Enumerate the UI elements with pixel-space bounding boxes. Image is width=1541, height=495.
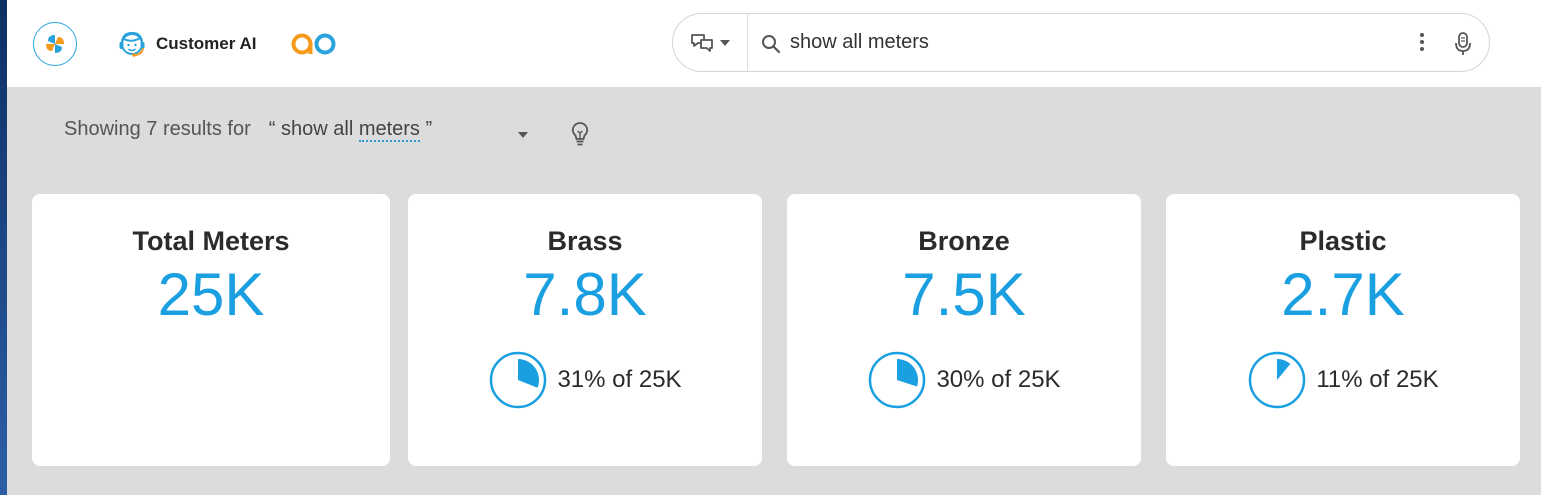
pie-slice [897, 359, 919, 387]
card-title: Brass [547, 226, 623, 256]
open-quote: “ [268, 118, 276, 140]
chevron-down-icon [719, 39, 730, 46]
close-quote: ” [425, 118, 433, 140]
search-bar [672, 13, 1490, 72]
vertical-dots-icon[interactable] [1417, 31, 1427, 53]
pinwheel-logo-icon [46, 35, 64, 53]
search-mode-button[interactable] [673, 14, 748, 71]
share-pie-icon [490, 351, 547, 409]
caret-down-icon[interactable] [517, 131, 529, 139]
card-value: 2.7K [1281, 261, 1405, 328]
pie-slice [518, 359, 540, 388]
microphone-icon[interactable] [1453, 31, 1473, 57]
share-indicator: 30% of 25K [787, 350, 1141, 410]
card-value: 7.8K [523, 261, 647, 328]
brand: Customer AI [115, 27, 256, 61]
support-agent-icon [119, 31, 145, 57]
card-brass[interactable]: Brass 7.8K 31% of 25K [408, 194, 762, 466]
top-bar: Customer AI [7, 0, 1541, 87]
card-bronze[interactable]: Bronze 7.5K 30% of 25K [787, 194, 1141, 466]
lightbulb-icon[interactable] [569, 120, 591, 148]
card-total-meters[interactable]: Total Meters 25K [32, 194, 390, 466]
share-indicator: 31% of 25K [408, 350, 762, 410]
ao-logo [291, 33, 336, 55]
results-count-text: Showing 7 results for [64, 118, 251, 140]
share-text: 11% of 25K [1316, 366, 1439, 393]
app-logo-button[interactable] [33, 22, 77, 66]
query-plain-text: show all [281, 118, 359, 140]
magnifier-icon [762, 35, 781, 54]
share-text: 31% of 25K [557, 366, 682, 393]
card-title: Total Meters [132, 226, 290, 256]
card-title: Plastic [1299, 226, 1387, 256]
query-term-meters[interactable]: meters [358, 118, 420, 142]
card-value: 25K [157, 261, 265, 328]
window-edge [0, 0, 7, 495]
share-pie-icon [1249, 351, 1306, 409]
card-value: 7.5K [902, 261, 1026, 328]
chat-bubbles-icon [690, 33, 713, 52]
share-text: 30% of 25K [936, 366, 1061, 393]
results-query: “ show all meters ” [268, 118, 433, 142]
card-title: Bronze [918, 226, 1010, 256]
search-input[interactable] [790, 27, 1410, 57]
card-plastic[interactable]: Plastic 2.7K 11% of 25K [1166, 194, 1520, 466]
pie-slice [1277, 359, 1291, 380]
results-summary: Showing 7 results for “ show all meters … [64, 118, 433, 142]
app-title: Customer AI [156, 34, 257, 53]
share-indicator: 11% of 25K [1166, 350, 1520, 410]
share-pie-icon [869, 351, 926, 409]
